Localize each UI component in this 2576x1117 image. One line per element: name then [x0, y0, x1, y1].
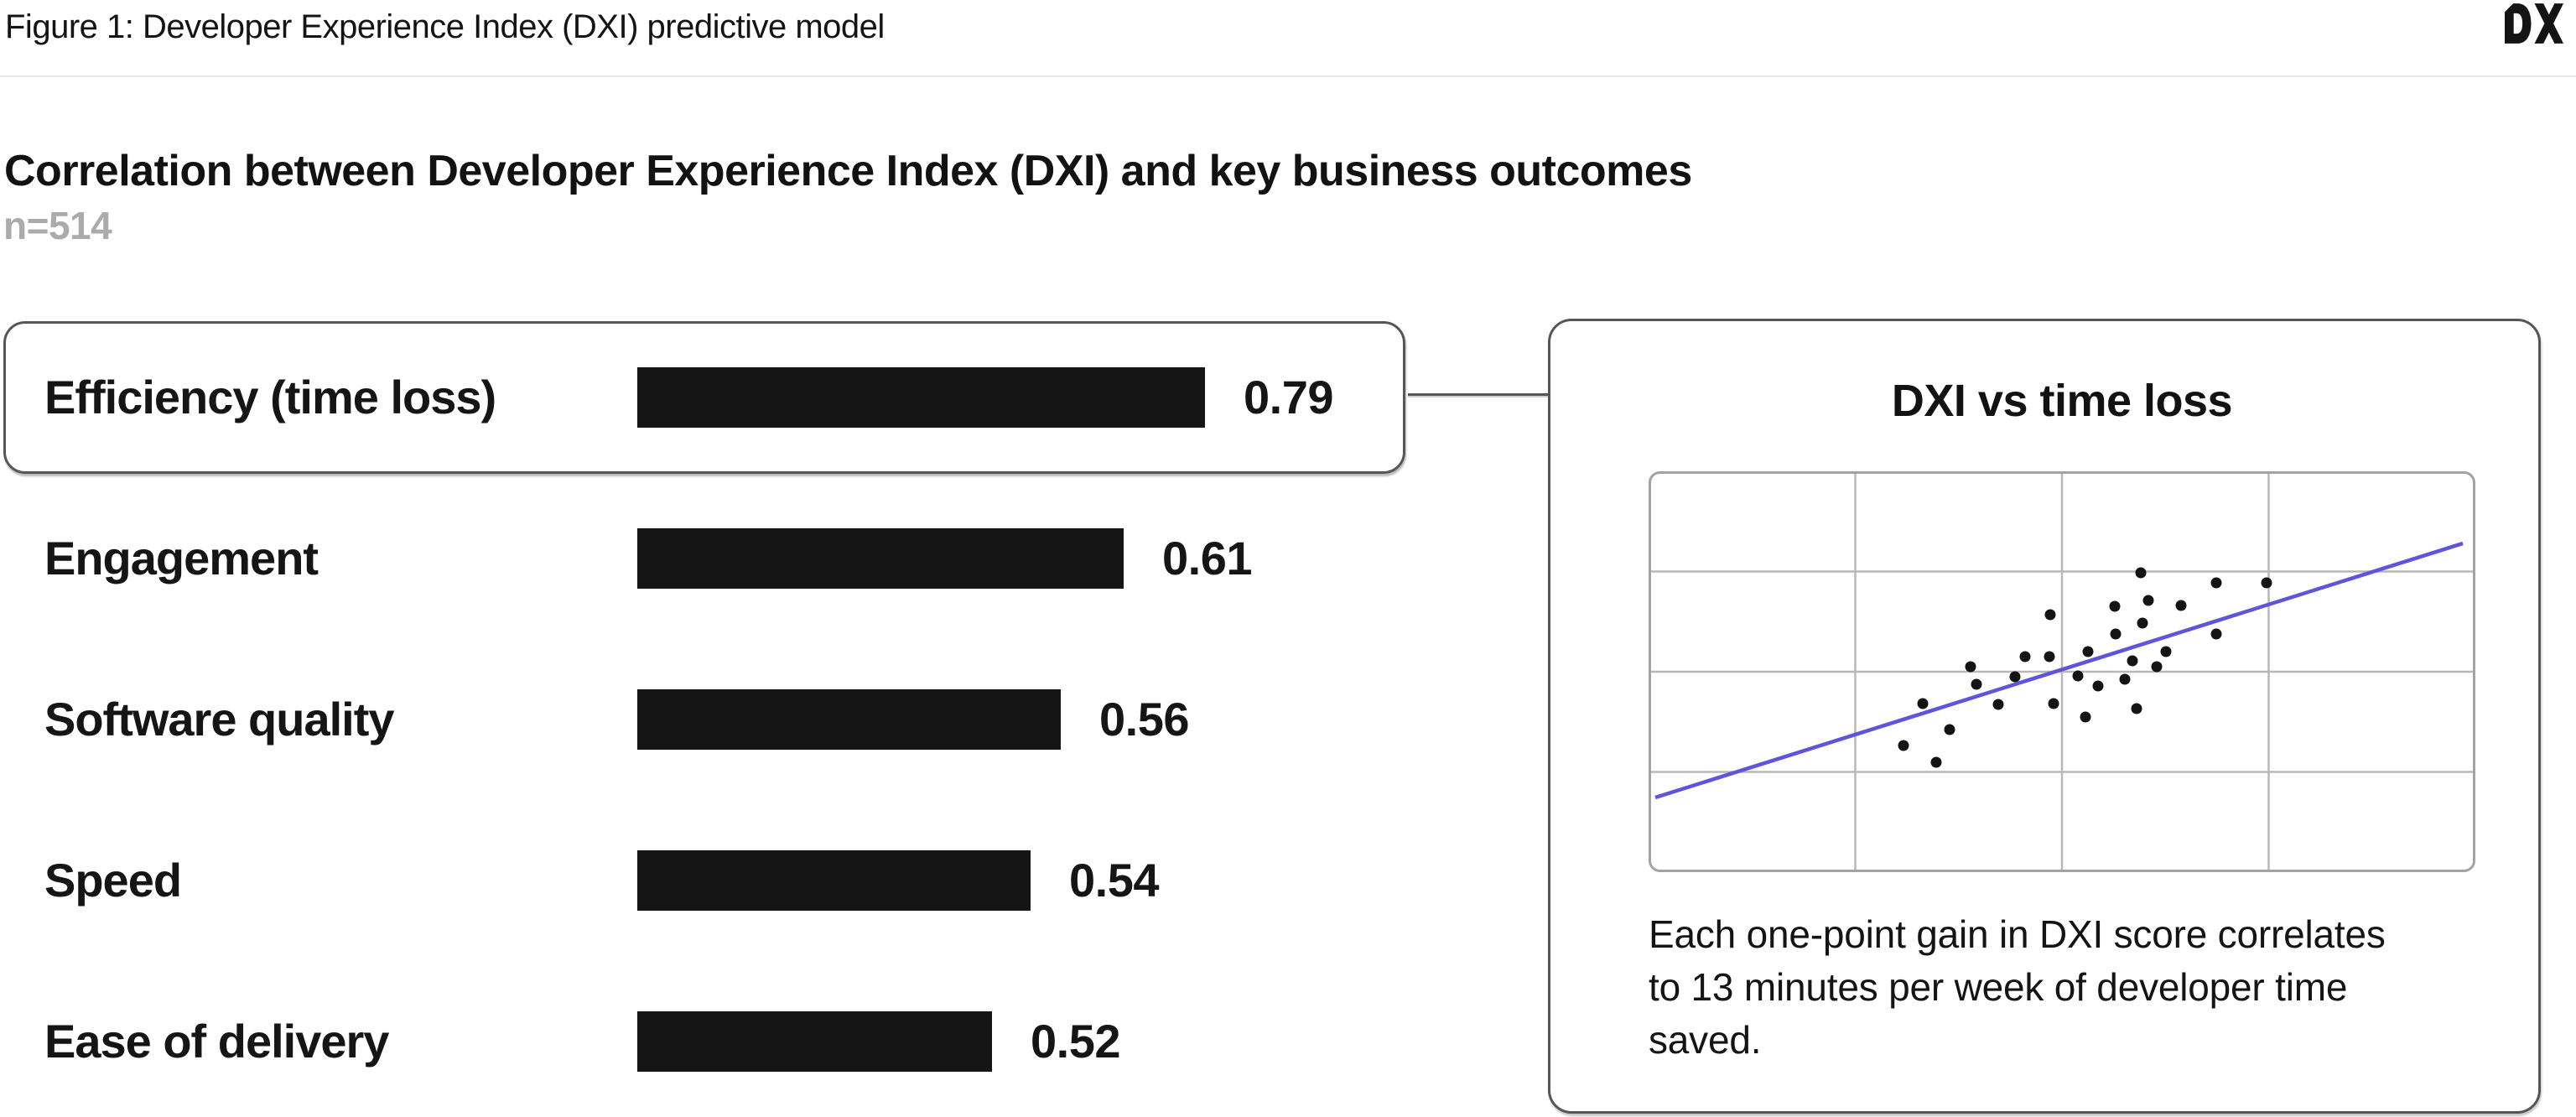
connector-line [1408, 393, 1548, 396]
bar-label: Efficiency (time loss) [44, 371, 496, 423]
bar-row: Efficiency (time loss) 0.79 [0, 366, 1551, 429]
bar [637, 689, 1061, 750]
bar [637, 367, 1205, 428]
bar-row: Ease of delivery 0.52 [0, 1010, 1551, 1073]
scatter-panel: DXI vs time loss Each one-point gain in … [1548, 319, 2541, 1114]
scatter-plot [1649, 471, 2475, 872]
bar-value: 0.79 [1244, 371, 1334, 423]
scatter-title: DXI vs time loss [1891, 376, 2233, 426]
bar-value: 0.61 [1162, 532, 1253, 584]
bar-label: Ease of delivery [44, 1015, 389, 1068]
bar-label: Engagement [44, 532, 319, 584]
sample-size: n=514 [3, 204, 112, 247]
bar-row: Engagement 0.61 [0, 527, 1551, 590]
bar-value: 0.56 [1099, 693, 1190, 746]
figure-label: Figure 1: Developer Experience Index (DX… [5, 8, 885, 45]
bar [637, 850, 1031, 911]
bar [637, 528, 1124, 589]
bar-value: 0.52 [1031, 1015, 1121, 1068]
highlight-box [3, 321, 1405, 474]
bar-value: 0.54 [1069, 854, 1160, 907]
chart-title: Correlation between Developer Experience… [4, 147, 1692, 195]
bar-row: Software quality 0.56 [0, 688, 1551, 751]
scatter-caption: Each one-point gain in DXI score correla… [1649, 912, 2386, 1062]
bar-row: Speed 0.54 [0, 849, 1551, 912]
bar-label: Software quality [44, 693, 395, 746]
bar [637, 1011, 992, 1072]
header-divider [0, 75, 2576, 77]
dx-logo [2505, 3, 2563, 44]
bar-label: Speed [44, 854, 182, 907]
